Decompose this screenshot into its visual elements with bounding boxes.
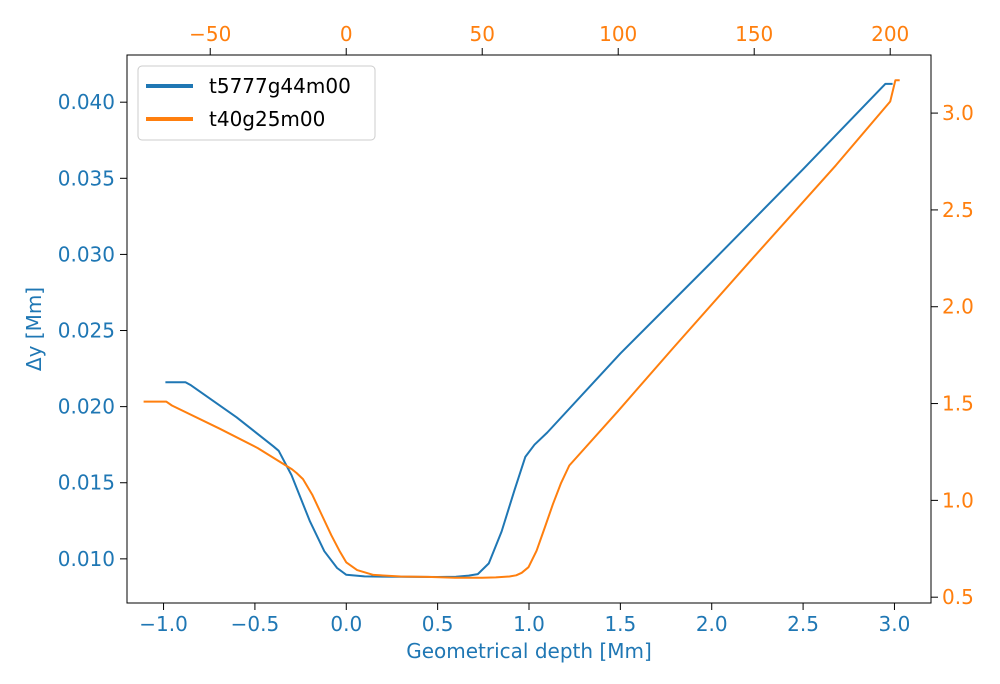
bottom-tick-label: 0.0 bbox=[330, 612, 362, 636]
left-tick-label: 0.010 bbox=[58, 547, 115, 571]
top-tick-label: 150 bbox=[735, 22, 773, 46]
top-tick-label: 100 bbox=[599, 22, 637, 46]
left-tick-label: 0.025 bbox=[58, 319, 115, 343]
legend-box bbox=[137, 65, 376, 141]
bottom-tick-label: 0.5 bbox=[422, 612, 454, 636]
bottom-tick-label: 2.0 bbox=[696, 612, 728, 636]
top-tick-label: 0 bbox=[340, 22, 353, 46]
x-axis-title: Geometrical depth [Mm] bbox=[406, 639, 652, 663]
left-tick-label: 0.020 bbox=[58, 395, 115, 419]
y-axis-title: Δy [Mm] bbox=[22, 287, 46, 371]
right-tick-label: 1.5 bbox=[942, 392, 974, 416]
plot-frame bbox=[126, 54, 932, 604]
bottom-tick-label: −1.0 bbox=[139, 612, 188, 636]
top-axis: −50 0 50 100 150 200 bbox=[189, 22, 909, 55]
top-tick-label: 200 bbox=[871, 22, 909, 46]
bottom-tick-label: 3.0 bbox=[879, 612, 911, 636]
left-axis: 0.010 0.015 0.020 0.025 0.030 0.035 0.040 bbox=[58, 90, 127, 571]
plot-area bbox=[127, 55, 931, 603]
right-tick-label: 0.5 bbox=[942, 585, 974, 609]
left-tick-label: 0.015 bbox=[58, 471, 115, 495]
right-tick-label: 2.0 bbox=[942, 295, 974, 319]
left-tick-label: 0.040 bbox=[58, 90, 115, 114]
legend: t5777g44m00 t40g25m00 bbox=[137, 65, 376, 141]
right-tick-label: 2.5 bbox=[942, 198, 974, 222]
legend-label-series-2: t40g25m00 bbox=[209, 107, 325, 131]
series-line-2 bbox=[143, 79, 900, 579]
right-tick-label: 1.0 bbox=[942, 488, 974, 512]
left-tick-label: 0.030 bbox=[58, 242, 115, 266]
bottom-tick-label: 1.0 bbox=[513, 612, 545, 636]
bottom-tick-label: 2.5 bbox=[787, 612, 819, 636]
bottom-tick-label: −0.5 bbox=[231, 612, 280, 636]
right-tick-label: 3.0 bbox=[942, 101, 974, 125]
top-tick-label: 50 bbox=[469, 22, 494, 46]
left-tick-label: 0.035 bbox=[58, 166, 115, 190]
bottom-axis: −1.0 −0.5 0.0 0.5 1.0 1.5 2.0 2.5 3.0 bbox=[139, 603, 910, 636]
legend-label-series-1: t5777g44m00 bbox=[209, 74, 351, 98]
series-lines bbox=[143, 79, 900, 579]
top-tick-label: −50 bbox=[189, 22, 231, 46]
bottom-tick-label: 1.5 bbox=[604, 612, 636, 636]
right-axis: 0.5 1.0 1.5 2.0 2.5 3.0 bbox=[931, 101, 974, 609]
